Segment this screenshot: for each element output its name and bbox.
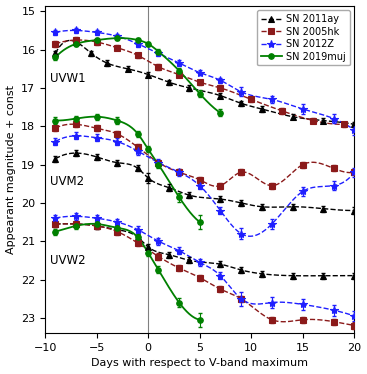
Text: UVW1: UVW1 — [50, 72, 86, 85]
Legend: SN 2011ay, SN 2005hk, SN 2012Z, SN 2019muj: SN 2011ay, SN 2005hk, SN 2012Z, SN 2019m… — [257, 10, 349, 65]
Text: UVW2: UVW2 — [50, 254, 86, 267]
Text: UVM2: UVM2 — [50, 175, 84, 188]
Y-axis label: Appearant magnitude + const: Appearant magnitude + const — [6, 85, 15, 254]
X-axis label: Days with respect to V-band maximum: Days with respect to V-band maximum — [91, 358, 308, 368]
